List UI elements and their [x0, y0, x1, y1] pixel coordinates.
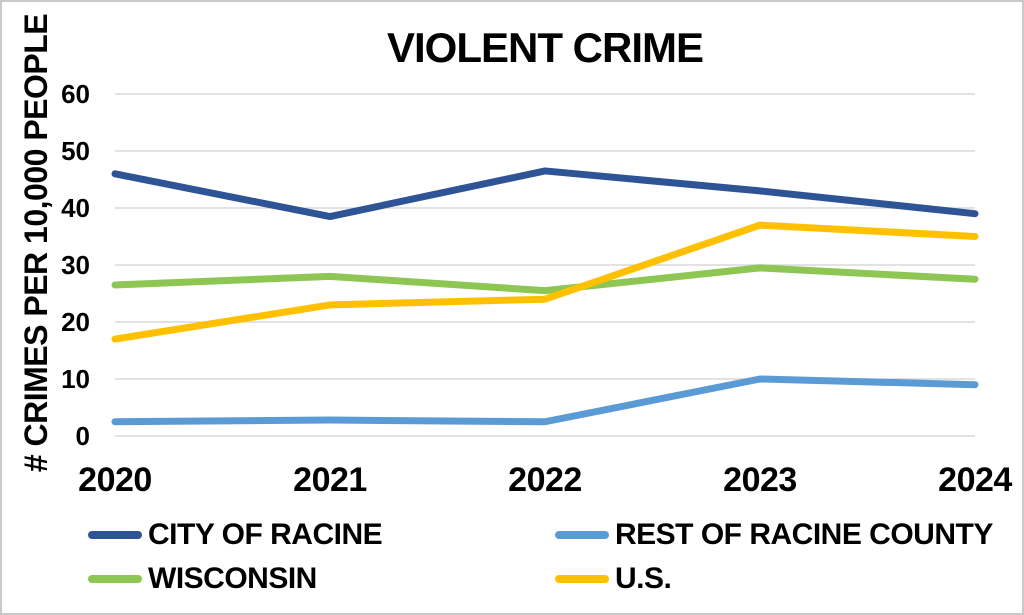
x-tick-label: 2021 [293, 461, 367, 499]
legend-swatch-city-of-racine [88, 531, 142, 539]
series-line-wisconsin [111, 264, 979, 295]
series-line-rest-of-racine-county [111, 375, 979, 426]
legend-swatch-u-s [555, 575, 609, 583]
legend-swatch-rest-of-racine-county [555, 531, 609, 539]
x-tick-label: 2022 [508, 461, 582, 499]
y-tick-label: 40 [61, 193, 90, 223]
legend: CITY OF RACINE REST OF RACINE COUNTY WISCO… [88, 516, 993, 598]
legend-item-wisconsin: WISCONSIN [88, 560, 555, 598]
x-tick-label: 2024 [938, 461, 1012, 499]
x-tick-label: 2023 [723, 461, 797, 499]
legend-label: CITY OF RACINE [148, 518, 383, 551]
legend-item-city-of-racine: CITY OF RACINE [88, 516, 555, 554]
x-tick-label: 2020 [78, 461, 152, 499]
legend-label: WISCONSIN [148, 562, 317, 595]
y-tick-label: 0 [75, 421, 90, 451]
y-tick-label: 20 [61, 307, 90, 337]
y-tick-label: 60 [61, 79, 90, 109]
legend-swatch-wisconsin [88, 575, 142, 583]
series-line-u-s [111, 221, 979, 343]
chart-title: VIOLENT CRIME [386, 24, 704, 71]
legend-label: U.S. [615, 562, 672, 595]
series-line-city-of-racine [111, 167, 979, 221]
legend-label: REST OF RACINE COUNTY [615, 518, 993, 551]
legend-item-rest-of-racine-county: REST OF RACINE COUNTY [555, 516, 993, 554]
y-tick-label: 50 [61, 136, 90, 166]
y-tick-label: 10 [61, 364, 90, 394]
y-tick-label: 30 [61, 250, 90, 280]
legend-item-u-s: U.S. [555, 560, 993, 598]
